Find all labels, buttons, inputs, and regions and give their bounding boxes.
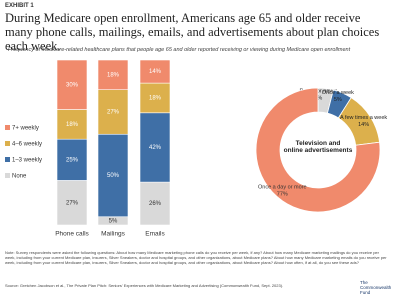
x-tick-label: Mailings — [101, 231, 126, 238]
value-label: 5% — [109, 218, 118, 224]
bar-segment — [139, 112, 171, 183]
exhibit-label: EXHIBIT 1 — [5, 3, 34, 9]
x-tick-label: Emails — [145, 231, 165, 238]
donut-slice — [255, 87, 381, 213]
slice-value: 5% — [334, 97, 342, 103]
legend-swatch — [5, 173, 10, 178]
bar-segment — [97, 59, 129, 91]
value-label: 27% — [107, 110, 120, 116]
bar-segment — [139, 59, 171, 84]
bar-segment — [97, 133, 129, 218]
legend-label: None — [12, 174, 27, 180]
logo: The Commonwealth Fund — [360, 280, 392, 295]
value-label: 26% — [149, 201, 162, 207]
center-label: Television and online advertisements — [284, 140, 353, 154]
bar-segment — [56, 138, 88, 181]
legend-swatch — [5, 125, 10, 130]
value-label: 27% — [66, 200, 79, 206]
value-label: 50% — [107, 173, 120, 179]
bar-segment — [139, 181, 171, 226]
slice-label: Once a day or more — [258, 184, 307, 190]
value-label: 30% — [66, 82, 79, 88]
value-label: 42% — [149, 145, 162, 151]
value-label: 14% — [149, 69, 162, 75]
value-label: 18% — [149, 96, 162, 102]
note: Note: Survey respondents were asked the … — [5, 250, 387, 265]
legend-label: 7+ weekly — [12, 126, 39, 132]
legend-swatch — [5, 141, 10, 146]
legend-swatch — [5, 157, 10, 162]
value-label: 18% — [66, 122, 79, 128]
slice-label: A few times a week — [340, 115, 387, 121]
bar-segment — [139, 82, 171, 114]
subtitle: Frequency of Medicare-related healthcare… — [8, 47, 351, 53]
value-label: 18% — [107, 72, 120, 78]
legend-label: 4–6 weekly — [12, 142, 42, 148]
legend-label: 1–3 weekly — [12, 158, 42, 164]
slice-value: 14% — [358, 122, 369, 128]
source: Source: Gretchen Jacobson et al., The Pr… — [5, 283, 284, 288]
x-tick-label: Phone calls — [55, 231, 89, 238]
slice-label: Once a week — [322, 90, 354, 96]
bar-segment — [56, 180, 88, 226]
value-label: 25% — [66, 157, 79, 163]
bar-segment — [56, 59, 88, 110]
slice-value: 77% — [277, 191, 288, 197]
title: During Medicare open enrollment, America… — [5, 11, 380, 53]
